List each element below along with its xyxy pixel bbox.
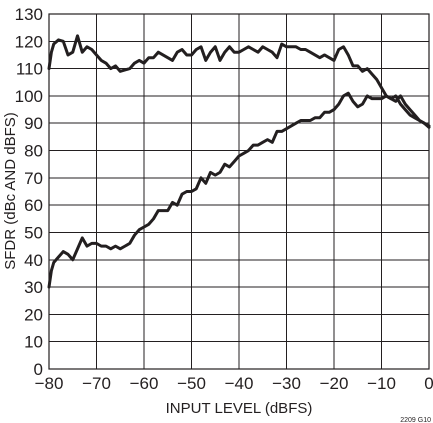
x-tick-labels: −80 −70 −60 −50 −40 −30 −20 −10 0	[35, 374, 433, 393]
y-tick-label: 130	[15, 5, 43, 24]
y-tick-label: 60	[24, 196, 43, 215]
series-group	[47, 34, 431, 289]
y-tick-label: 100	[15, 87, 43, 106]
series-line-2	[47, 91, 431, 289]
y-tick-label: 90	[24, 114, 43, 133]
x-tick-label: −30	[272, 374, 301, 393]
grid-lines	[48, 13, 430, 370]
y-tick-label: 80	[24, 142, 43, 161]
y-tick-label: 20	[24, 305, 43, 324]
y-tick-label: 40	[24, 251, 43, 270]
x-tick-label: −20	[320, 374, 349, 393]
y-axis-title: SFDR (dBc AND dBFS)	[2, 112, 19, 270]
y-tick-label: 10	[24, 333, 43, 352]
plot-frame	[48, 13, 430, 370]
x-tick-label: −70	[82, 374, 111, 393]
y-tick-labels: 0 10 20 30 40 50 60 70 80 90 100 110 120 130	[15, 5, 43, 379]
x-tick-label: −40	[225, 374, 254, 393]
y-tick-label: 70	[24, 169, 43, 188]
x-tick-label: −10	[367, 374, 396, 393]
x-tick-label: −80	[35, 374, 64, 393]
x-tick-label: −50	[177, 374, 206, 393]
y-tick-label: 110	[16, 60, 43, 79]
x-tick-label: −60	[130, 374, 159, 393]
y-tick-label: 50	[24, 223, 43, 242]
y-tick-label: 30	[24, 278, 43, 297]
x-tick-label: 0	[424, 374, 433, 393]
y-tick-label: 0	[34, 360, 43, 379]
x-axis-title: INPUT LEVEL (dBFS)	[166, 400, 313, 417]
figure-id-label: 2209 G10	[400, 417, 431, 423]
y-tick-label: 120	[15, 32, 43, 51]
series-line-1	[47, 34, 431, 129]
